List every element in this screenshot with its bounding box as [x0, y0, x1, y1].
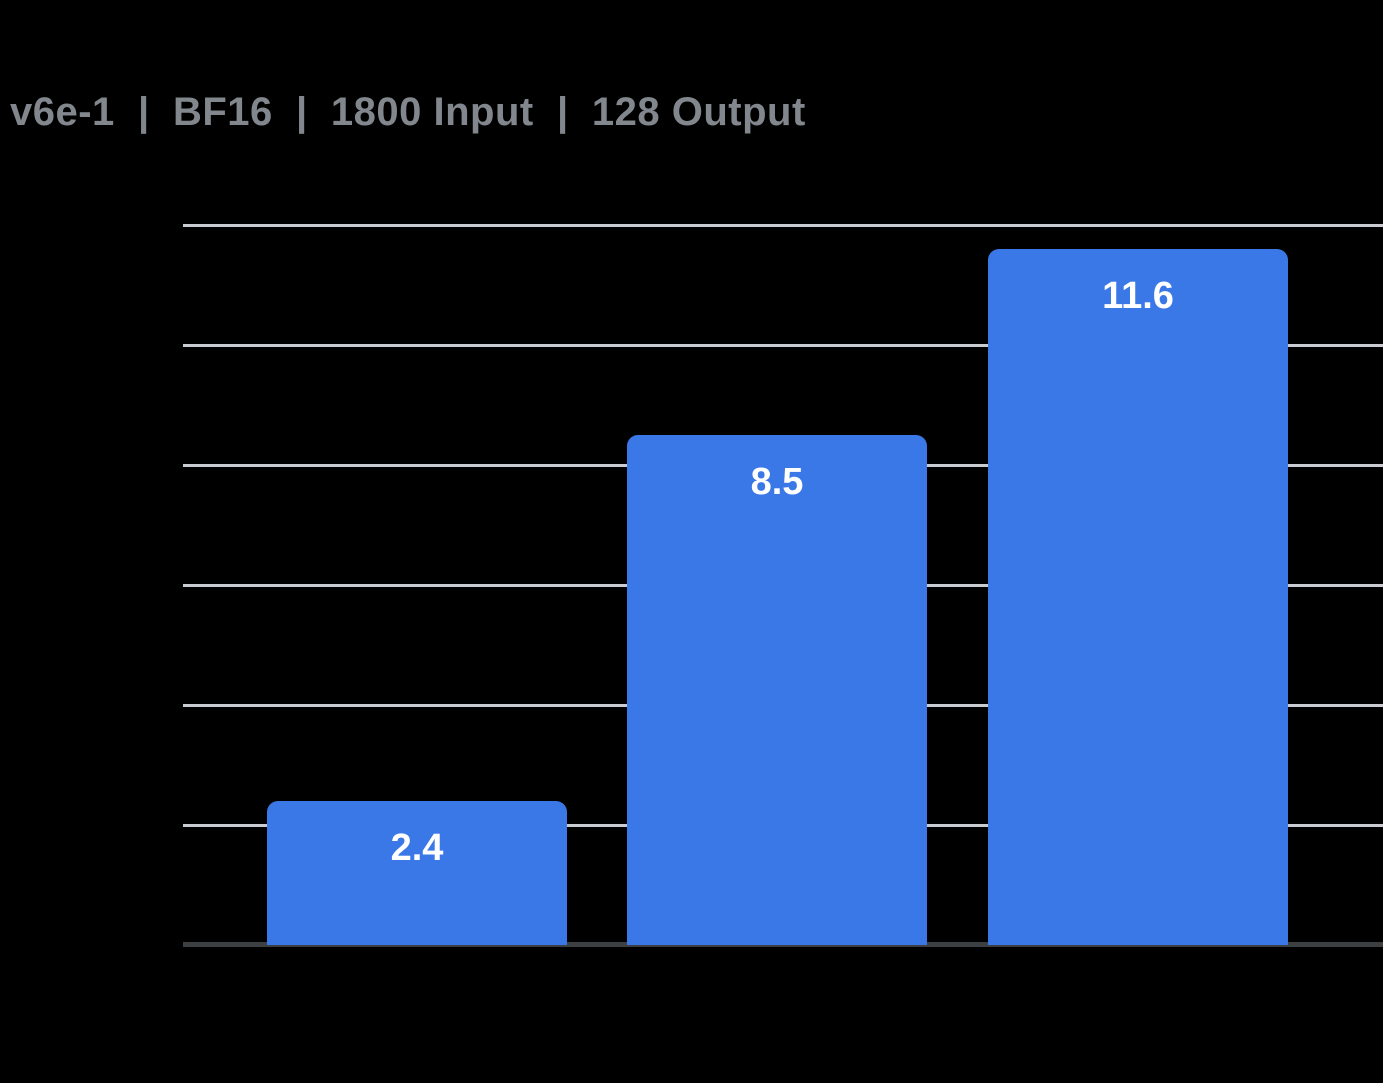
plot-area: 2.4 8.5 11.6: [183, 224, 1383, 947]
gridline: [183, 344, 1383, 347]
bar-value-label: 11.6: [1102, 275, 1174, 317]
bar-value-label: 2.4: [390, 827, 444, 869]
bar: 8.5: [627, 435, 927, 945]
gridline: [183, 224, 1383, 227]
bar: 2.4: [267, 801, 567, 945]
chart-title: v6e-1 | BF16 | 1800 Input | 128 Output: [10, 90, 806, 134]
bar-value-label: 8.5: [750, 461, 804, 503]
bar: 11.6: [988, 249, 1288, 945]
